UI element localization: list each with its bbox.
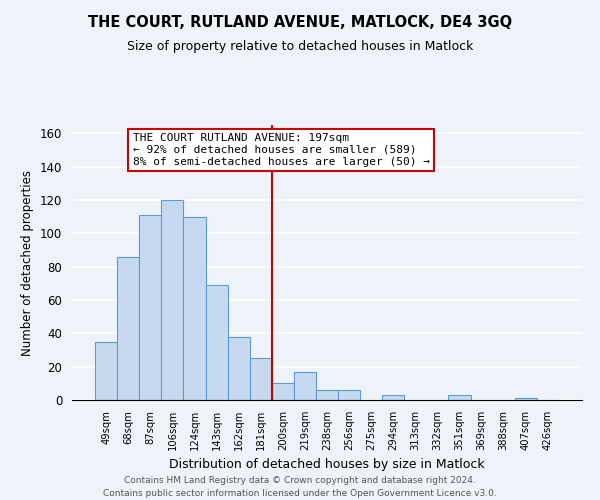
Bar	[294, 372, 316, 400]
Bar	[338, 390, 360, 400]
Bar	[316, 390, 338, 400]
Bar	[161, 200, 184, 400]
Bar	[184, 216, 206, 400]
Bar	[515, 398, 537, 400]
Bar	[227, 336, 250, 400]
Text: Contains HM Land Registry data © Crown copyright and database right 2024.: Contains HM Land Registry data © Crown c…	[124, 476, 476, 485]
Bar	[272, 384, 294, 400]
Bar	[95, 342, 117, 400]
Bar	[139, 215, 161, 400]
X-axis label: Distribution of detached houses by size in Matlock: Distribution of detached houses by size …	[169, 458, 485, 471]
Text: THE COURT RUTLAND AVENUE: 197sqm
← 92% of detached houses are smaller (589)
8% o: THE COURT RUTLAND AVENUE: 197sqm ← 92% o…	[133, 134, 430, 166]
Bar	[448, 395, 470, 400]
Bar	[250, 358, 272, 400]
Bar	[117, 256, 139, 400]
Text: Size of property relative to detached houses in Matlock: Size of property relative to detached ho…	[127, 40, 473, 53]
Text: Contains public sector information licensed under the Open Government Licence v3: Contains public sector information licen…	[103, 488, 497, 498]
Bar	[206, 285, 227, 400]
Y-axis label: Number of detached properties: Number of detached properties	[22, 170, 34, 356]
Bar	[382, 395, 404, 400]
Text: THE COURT, RUTLAND AVENUE, MATLOCK, DE4 3GQ: THE COURT, RUTLAND AVENUE, MATLOCK, DE4 …	[88, 15, 512, 30]
